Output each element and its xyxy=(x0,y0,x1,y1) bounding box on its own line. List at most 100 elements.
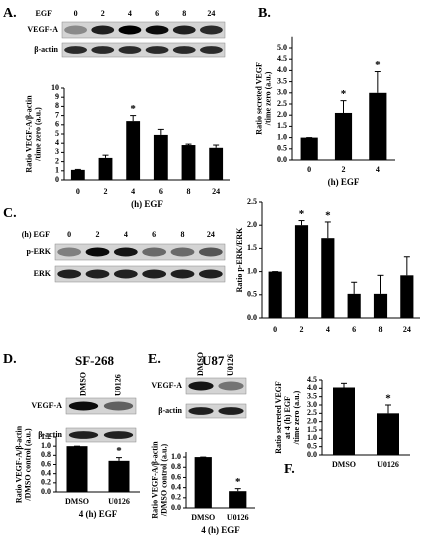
y-tick-label: 0.8 xyxy=(171,462,181,471)
blot-band xyxy=(113,269,138,279)
y-tick-label: 0.0 xyxy=(41,487,51,496)
x-tick-label: U0126 xyxy=(227,513,249,522)
lane-label: 4 xyxy=(128,9,132,18)
x-tick-label: 8 xyxy=(379,325,383,334)
lane-label: 8 xyxy=(181,230,185,239)
y-tick-label: 0.0 xyxy=(307,450,317,459)
panel-letter: E. xyxy=(148,352,161,367)
y-tick-label: 3.0 xyxy=(307,400,317,409)
panel-title: U87 xyxy=(202,353,225,368)
panel-title: SF-268 xyxy=(75,353,115,368)
lane-label: 24 xyxy=(207,9,215,18)
bar xyxy=(268,271,282,318)
panel-letter: D. xyxy=(3,352,17,367)
bar xyxy=(70,169,85,180)
significance-marker: * xyxy=(375,59,381,71)
blot-band xyxy=(218,407,244,415)
significance-marker: * xyxy=(235,476,241,488)
x-tick-label: 2 xyxy=(342,165,346,174)
y-tick-label: 3.5 xyxy=(307,391,317,400)
x-tick-label: DMSO xyxy=(191,513,215,522)
bar xyxy=(369,92,387,160)
y-axis-label: Ratio VEGF-A/β-actin xyxy=(24,95,33,173)
x-axis-label: (h) EGF xyxy=(131,199,163,209)
y-tick-label: 0.0 xyxy=(171,503,181,512)
lane-label: 2 xyxy=(96,230,100,239)
blot-band xyxy=(118,25,142,35)
y-axis-label: /DMSO control (a.u.) xyxy=(23,428,32,502)
blot-band xyxy=(145,25,169,35)
bar xyxy=(98,157,113,180)
blot-band xyxy=(57,269,82,279)
significance-marker: * xyxy=(130,103,136,115)
y-axis-label: Ratio p-ERK/ERK xyxy=(235,227,244,292)
blot-row-label: β-actin xyxy=(38,430,62,439)
x-tick-label: 2 xyxy=(104,187,108,196)
y-tick-label: 2.0 xyxy=(277,110,287,119)
y-tick-label: 7 xyxy=(55,110,59,119)
y-tick-label: 4.0 xyxy=(277,65,287,74)
y-tick-label: 0.4 xyxy=(171,482,181,491)
blot-row-label: β-actin xyxy=(158,406,182,415)
x-tick-label: 8 xyxy=(187,187,191,196)
lane-label: 8 xyxy=(182,9,186,18)
bar xyxy=(333,387,355,455)
blot-row-label: ERK xyxy=(34,269,52,278)
blot-row-label: VEGF-A xyxy=(151,381,182,390)
y-tick-label: 9 xyxy=(55,92,59,101)
y-tick-label: 0.6 xyxy=(41,459,51,468)
x-tick-label: U0126 xyxy=(377,460,399,469)
blot-band xyxy=(170,247,195,257)
blot-band xyxy=(170,269,195,279)
y-tick-label: 1.5 xyxy=(277,121,287,130)
panel-letter: A. xyxy=(3,6,17,21)
y-tick-label: 0.0 xyxy=(277,155,287,164)
bar xyxy=(294,225,309,318)
lane-label: 0 xyxy=(67,230,71,239)
y-axis-label: /time zero (a.u.) xyxy=(292,390,301,445)
blot-band xyxy=(198,247,223,257)
blot-row-label: p-ERK xyxy=(27,247,52,256)
significance-marker: * xyxy=(299,208,305,220)
lane-label: U0126 xyxy=(113,374,122,396)
y-tick-label: 0.4 xyxy=(41,468,51,477)
y-tick-label: 3 xyxy=(55,147,59,156)
x-tick-label: 0 xyxy=(307,165,311,174)
blot-band xyxy=(188,381,214,391)
y-tick-label: 2.5 xyxy=(307,408,317,417)
x-tick-label: 4 xyxy=(326,325,330,334)
x-axis-label: 4 (h) EGF xyxy=(201,525,240,535)
y-tick-label: 4.5 xyxy=(307,375,317,384)
bar xyxy=(209,147,224,180)
blot-band xyxy=(64,46,87,54)
bar xyxy=(334,112,353,160)
lane-label: 0 xyxy=(74,9,78,18)
blot-band xyxy=(91,25,115,35)
y-tick-label: 0.8 xyxy=(41,450,51,459)
y-tick-label: 5 xyxy=(55,129,59,138)
x-tick-label: 0 xyxy=(273,325,277,334)
significance-marker: * xyxy=(341,88,347,100)
blot-band xyxy=(172,46,196,54)
significance-marker: * xyxy=(325,209,331,221)
blot-band xyxy=(91,46,115,54)
y-tick-label: 1 xyxy=(55,166,59,175)
significance-marker: * xyxy=(116,445,122,457)
x-axis-label: (h) EGF xyxy=(328,177,360,187)
x-tick-label: U0126 xyxy=(108,497,130,506)
panel-letter: F. xyxy=(284,462,295,477)
y-tick-label: 1.5 xyxy=(247,243,257,252)
y-tick-label: 5.0 xyxy=(277,43,287,52)
bar xyxy=(181,145,196,180)
blot-band xyxy=(85,269,110,279)
y-tick-label: 3.0 xyxy=(277,88,287,97)
x-axis-label: 4 (h) EGF xyxy=(79,509,118,519)
bar xyxy=(377,413,399,455)
y-tick-label: 1.0 xyxy=(41,441,51,450)
y-tick-label: 8 xyxy=(55,101,59,110)
y-tick-label: 1.2 xyxy=(41,432,51,441)
bar xyxy=(66,446,88,492)
x-tick-label: 4 xyxy=(131,187,135,196)
y-tick-label: 2.0 xyxy=(247,220,257,229)
y-tick-label: 2.5 xyxy=(247,197,257,206)
